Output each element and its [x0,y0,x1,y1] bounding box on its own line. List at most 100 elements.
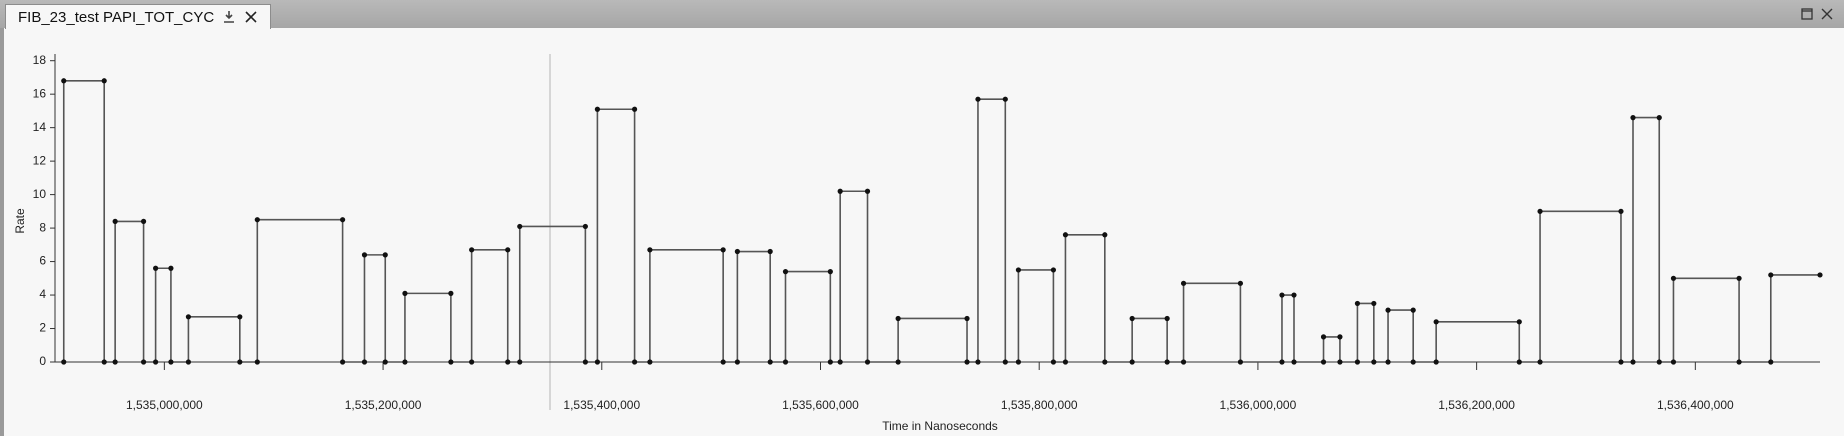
x-tick-label: 1,536,200,000 [1438,398,1515,412]
y-tick-label: 2 [39,321,46,335]
data-point [185,314,192,320]
data-point [402,359,408,365]
data-point [782,359,789,365]
data-point [975,359,981,365]
data-point [1670,275,1677,281]
left-border [0,28,4,436]
data-point [837,359,843,365]
data-point [964,315,970,322]
data-point [505,359,511,365]
data-point [1337,334,1343,340]
data-point [647,359,653,365]
x-tick-label: 1,535,000,000 [126,398,203,412]
data-point [767,248,773,255]
data-point [1516,359,1522,365]
data-point [254,359,260,365]
data-point [827,269,833,275]
data-point [168,359,174,365]
data-point [1630,115,1636,121]
data-point [647,247,653,253]
maximize-icon[interactable] [1800,7,1814,21]
data-point [1433,319,1439,325]
data-point [361,359,368,365]
data-point [1656,115,1662,121]
data-point [1670,359,1677,365]
data-point [517,359,523,365]
data-point [361,252,368,258]
y-tick-label: 8 [39,220,46,234]
data-point [185,359,192,365]
data-point [782,269,789,275]
data-point [1433,359,1439,365]
data-point [582,359,588,365]
data-point [1237,359,1244,365]
data-point [582,223,588,230]
data-point [895,315,901,322]
data-point [1291,292,1297,298]
data-point [1050,359,1057,365]
tab[interactable]: FIB_23_test PAPI_TOT_CYC [5,4,272,29]
data-point [767,359,773,365]
data-point [448,290,454,296]
data-point [1180,359,1187,365]
data-point [895,359,901,365]
data-point [1736,275,1742,281]
download-icon[interactable] [222,10,236,24]
close-tab-icon[interactable] [244,10,258,24]
data-point [734,248,740,255]
x-tick-label: 1,535,200,000 [345,398,422,412]
data-point [720,359,726,365]
data-point [340,359,346,365]
data-point [1291,359,1297,365]
data-point [1102,359,1108,365]
data-point [382,252,388,258]
y-tick-label: 14 [33,120,47,134]
data-point [1062,232,1069,238]
y-tick-label: 4 [39,287,46,301]
data-point [1279,292,1285,298]
data-point [101,78,107,84]
data-point [1237,280,1244,286]
data-point [1618,359,1624,365]
data-point [720,247,726,253]
data-point [827,359,833,365]
data-point [864,188,871,194]
data-point [631,106,638,112]
data-point [594,106,601,112]
data-point [448,359,454,365]
data-point [1385,307,1391,313]
data-point [237,359,243,365]
data-point [631,359,638,365]
data-point [153,359,159,365]
x-axis-title: Time in Nanoseconds [882,419,998,433]
data-point [153,265,159,271]
tab-title: FIB_23_test PAPI_TOT_CYC [18,8,215,26]
data-point [469,247,475,253]
data-point [254,217,260,223]
data-point [237,314,243,320]
tab-bar: FIB_23_test PAPI_TOT_CYC [0,0,1844,29]
data-point [1516,319,1522,325]
data-point [1129,359,1135,365]
data-point [964,359,970,365]
data-point [1337,359,1343,365]
data-point [1768,272,1774,278]
data-point [1817,272,1823,278]
data-point [402,290,408,296]
data-point [1354,359,1361,365]
data-point [140,218,147,224]
data-point [1410,307,1416,313]
data-point [1537,359,1543,365]
data-point [1015,359,1022,365]
y-tick-label: 18 [33,53,47,67]
y-tick-label: 0 [39,354,46,368]
data-point [1015,267,1022,273]
close-view-icon[interactable] [1820,7,1834,21]
data-point [864,359,871,365]
data-point [1129,315,1135,322]
data-point [469,359,475,365]
y-axis-title: Rate [13,208,27,234]
data-point [1371,300,1377,307]
data-point [61,78,67,84]
